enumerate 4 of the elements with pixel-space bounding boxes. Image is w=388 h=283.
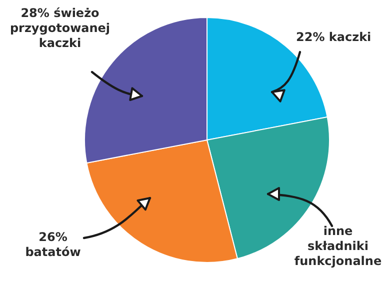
slice-label: 22% kaczki	[296, 30, 372, 45]
slice-label: 26% batatów	[24, 230, 82, 260]
slice-label: 28% świeżo przygotowanej kaczki	[8, 6, 112, 51]
slice-label: inne składniki funkcjonalne	[293, 224, 383, 269]
